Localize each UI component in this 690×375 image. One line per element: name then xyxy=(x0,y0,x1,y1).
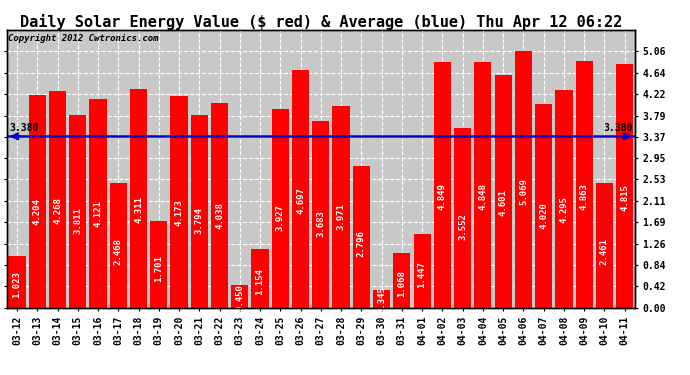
Bar xyxy=(110,183,127,308)
Bar xyxy=(474,62,491,308)
Text: 2.461: 2.461 xyxy=(600,238,609,265)
Text: 3.794: 3.794 xyxy=(195,208,204,234)
Text: 4.121: 4.121 xyxy=(94,200,103,227)
Text: 1.447: 1.447 xyxy=(417,261,426,288)
Bar xyxy=(49,92,66,308)
Bar xyxy=(413,234,431,308)
Bar xyxy=(8,256,26,308)
Text: 4.173: 4.173 xyxy=(175,199,184,226)
Bar xyxy=(353,166,370,308)
Text: 1.701: 1.701 xyxy=(155,255,164,282)
Text: 4.268: 4.268 xyxy=(53,197,62,223)
Bar xyxy=(272,109,289,308)
Text: 3.971: 3.971 xyxy=(337,204,346,231)
Text: 4.311: 4.311 xyxy=(134,196,143,223)
Bar xyxy=(373,290,391,308)
Bar xyxy=(150,221,168,308)
Text: 2.468: 2.468 xyxy=(114,238,123,265)
Text: 4.849: 4.849 xyxy=(438,184,447,210)
Text: 4.848: 4.848 xyxy=(478,184,487,210)
Bar xyxy=(251,249,268,308)
Text: 4.601: 4.601 xyxy=(499,189,508,216)
Text: 4.697: 4.697 xyxy=(296,187,305,214)
Text: 4.863: 4.863 xyxy=(580,183,589,210)
Bar xyxy=(595,183,613,308)
Bar xyxy=(495,75,512,308)
Text: 2.796: 2.796 xyxy=(357,230,366,257)
Title: Daily Solar Energy Value ($ red) & Average (blue) Thu Apr 12 06:22: Daily Solar Energy Value ($ red) & Avera… xyxy=(20,14,622,30)
Text: 1.068: 1.068 xyxy=(397,270,406,297)
Text: 1.023: 1.023 xyxy=(12,271,21,298)
Bar xyxy=(130,89,147,308)
Text: 4.295: 4.295 xyxy=(560,196,569,223)
Bar xyxy=(29,94,46,308)
Bar xyxy=(90,99,107,308)
Bar xyxy=(313,121,329,308)
Bar xyxy=(434,62,451,308)
Bar xyxy=(515,51,532,308)
Text: 4.815: 4.815 xyxy=(620,184,629,211)
Text: 0.450: 0.450 xyxy=(235,284,244,310)
Text: 1.154: 1.154 xyxy=(255,268,264,295)
Text: 3.683: 3.683 xyxy=(316,210,326,237)
Bar xyxy=(393,254,411,308)
Bar xyxy=(292,70,309,308)
Text: Copyright 2012 Cwtronics.com: Copyright 2012 Cwtronics.com xyxy=(8,34,159,43)
Bar xyxy=(190,116,208,308)
Bar xyxy=(69,114,86,308)
Bar xyxy=(575,61,593,308)
Bar xyxy=(333,106,350,308)
Text: 5.069: 5.069 xyxy=(519,178,528,206)
Text: 4.020: 4.020 xyxy=(539,202,548,229)
Bar xyxy=(454,128,471,308)
Bar xyxy=(555,90,573,308)
Bar xyxy=(170,96,188,308)
Text: 0.345: 0.345 xyxy=(377,286,386,313)
Text: 3.811: 3.811 xyxy=(73,207,82,234)
Text: 3.927: 3.927 xyxy=(276,205,285,231)
Text: 3.552: 3.552 xyxy=(458,213,467,240)
Text: 4.038: 4.038 xyxy=(215,202,224,229)
Bar xyxy=(231,285,248,308)
Bar xyxy=(211,103,228,308)
Bar xyxy=(535,104,552,308)
Text: 4.204: 4.204 xyxy=(33,198,42,225)
Text: 3.380: 3.380 xyxy=(603,123,633,133)
Bar xyxy=(616,64,633,308)
Text: 3.380: 3.380 xyxy=(9,123,39,133)
